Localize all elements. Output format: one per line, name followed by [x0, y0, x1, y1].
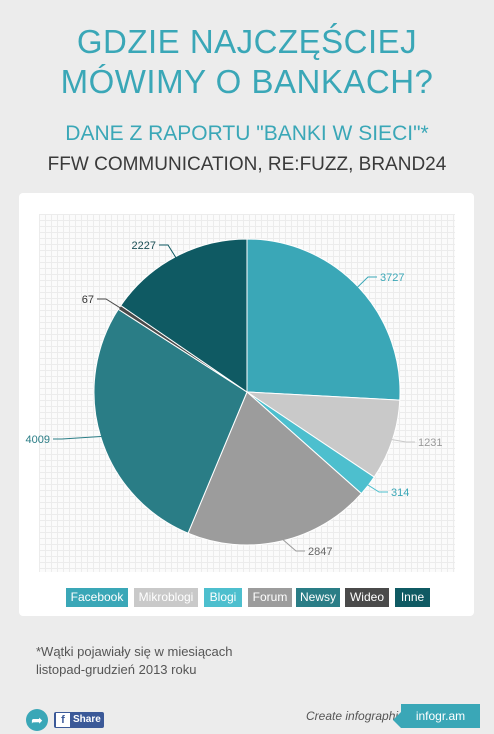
leader-line-newsy — [53, 435, 105, 440]
data-label-blogi: 314 — [391, 487, 409, 499]
data-label-forum: 2847 — [308, 546, 332, 558]
data-label-wideo: 67 — [82, 294, 94, 306]
legend-item-mikroblogi[interactable]: Mikroblogi — [134, 588, 198, 607]
data-label-inne: 2227 — [132, 240, 156, 252]
facebook-share-label: Share — [73, 714, 101, 725]
footnote: *Wątki pojawiały się w miesiącach listop… — [36, 643, 296, 679]
legend-item-forum[interactable]: Forum — [248, 588, 292, 607]
leader-line-facebook — [354, 276, 377, 290]
legend-item-wideo[interactable]: Wideo — [345, 588, 389, 607]
page-title-line2: MÓWIMY O BANKACH? — [60, 63, 434, 100]
facebook-share-button[interactable]: f Share — [54, 712, 104, 728]
page-title-line1: GDZIE NAJCZĘŚCIEJ — [76, 23, 418, 60]
pie-slice-facebook[interactable] — [246, 238, 401, 401]
footnote-line1: *Wątki pojawiały się w miesiącach — [36, 644, 233, 659]
leader-line-inne — [159, 244, 178, 261]
legend-item-facebook[interactable]: Facebook — [66, 588, 128, 607]
share-arrow-icon[interactable]: ➦ — [26, 709, 48, 731]
legend-item-inne[interactable]: Inne — [395, 588, 430, 607]
report-subtitle: DANE Z RAPORTU "BANKI W SIECI"* — [65, 122, 429, 145]
legend-item-newsy[interactable]: Newsy — [296, 588, 340, 607]
data-label-newsy: 4009 — [26, 434, 50, 446]
legend-item-blogi[interactable]: Blogi — [204, 588, 242, 607]
leader-line-wideo — [97, 298, 124, 311]
data-label-facebook: 3727 — [380, 272, 404, 284]
footnote-line2: listopad-grudzień 2013 roku — [36, 662, 197, 677]
create-infographics-link[interactable]: Create infographics — [306, 709, 411, 723]
pie-slice-newsy[interactable] — [93, 308, 248, 534]
report-sources: FFW COMMUNICATION, RE:FUZZ, BRAND24 — [47, 154, 447, 175]
leader-line-forum — [279, 536, 305, 552]
facebook-icon: f — [56, 713, 70, 727]
chart-legend: Facebook Mikroblogi Blogi Forum Newsy Wideo In… — [0, 588, 494, 608]
infogram-brand-logo[interactable]: infogr.am — [393, 704, 480, 728]
leader-line-mikroblogi — [388, 438, 415, 443]
leader-line-blogi — [364, 482, 388, 493]
data-label-mikroblogi: 1231 — [418, 437, 442, 449]
